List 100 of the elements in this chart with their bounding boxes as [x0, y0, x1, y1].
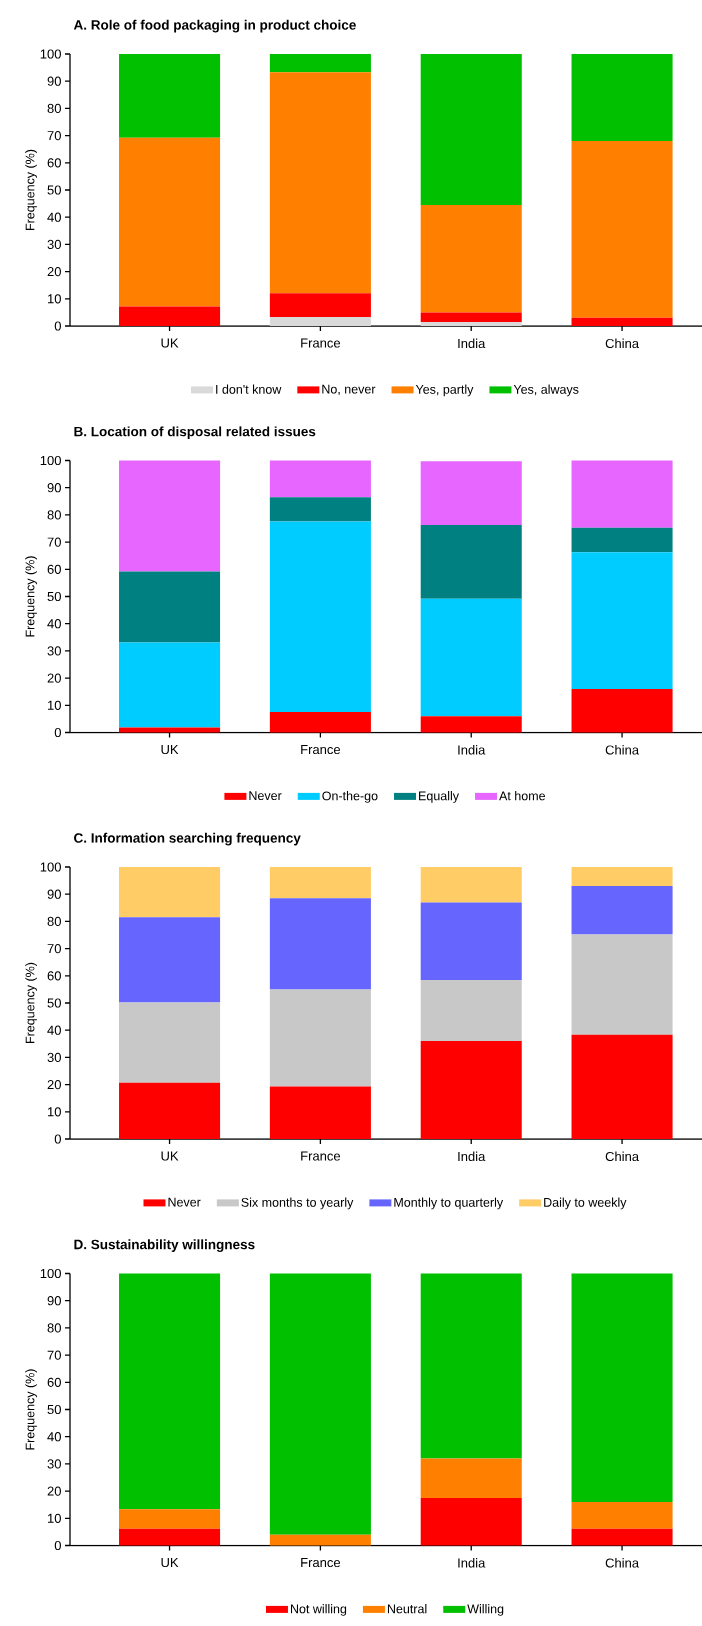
bar: [269, 72, 371, 294]
x-tick-label: China: [605, 1558, 640, 1568]
bar: [269, 898, 371, 990]
y-tick-label: 0: [54, 321, 61, 331]
bar: [571, 460, 673, 528]
bar: [119, 571, 221, 643]
x-tick-label: France: [301, 1151, 341, 1161]
legend-label: Neutral: [387, 1604, 427, 1614]
bar: [571, 527, 673, 553]
bar: [119, 54, 221, 138]
bar: [571, 1528, 673, 1546]
bar: [571, 867, 673, 887]
y-axis-title: Frequency (%): [25, 556, 37, 637]
bar: [420, 1458, 522, 1498]
bar: [571, 552, 673, 689]
x-tick-label: UK: [161, 338, 179, 348]
x-tick-label: China: [605, 1151, 640, 1162]
bar: [571, 934, 673, 1035]
bar: [119, 460, 221, 572]
y-tick-label: 90: [47, 889, 61, 899]
bar: [420, 54, 522, 205]
bar: [571, 886, 673, 935]
x-tick-label: UK: [161, 745, 179, 755]
y-axis-title: Frequency (%): [25, 149, 37, 230]
x-tick-label: UK: [161, 1558, 179, 1568]
bar: [269, 989, 371, 1087]
bar: [119, 642, 221, 728]
y-tick-label: 20: [47, 673, 61, 683]
bar: [420, 204, 522, 313]
y-axis-title: Frequency (%): [25, 1369, 37, 1450]
legend-label: No, never: [322, 384, 376, 396]
x-tick-label: France: [301, 745, 341, 755]
bar: [119, 727, 221, 733]
bar: [420, 312, 522, 322]
y-tick-label: 70: [47, 1350, 61, 1360]
x-tick-label: India: [458, 745, 486, 755]
y-tick-label: 10: [47, 1513, 61, 1523]
bar: [269, 317, 371, 327]
y-tick-label: 100: [40, 862, 61, 872]
bar: [571, 688, 673, 733]
x-tick-label: India: [458, 1151, 486, 1162]
x-tick-label: China: [605, 745, 640, 755]
y-tick-label: 20: [47, 1486, 61, 1496]
legend-label: Equally: [419, 791, 459, 803]
y-tick-label: 40: [47, 1432, 61, 1442]
y-tick-label: 60: [47, 971, 61, 981]
bar: [420, 321, 522, 327]
bar: [269, 54, 371, 73]
y-tick-label: 30: [47, 239, 61, 250]
legend-label: I don't know: [216, 384, 282, 394]
bar: [269, 1273, 371, 1535]
y-tick-label: 60: [47, 158, 61, 168]
y-tick-label: 50: [47, 1404, 61, 1415]
bar: [269, 1086, 371, 1140]
bar: [571, 54, 673, 142]
legend-label: Yes, always: [513, 384, 579, 397]
bar: [571, 141, 673, 318]
y-tick-label: 10: [47, 700, 61, 710]
bar: [420, 524, 522, 599]
bar: [119, 1273, 221, 1510]
bar: [571, 1502, 673, 1529]
legend-label: Yes, partly: [415, 384, 474, 397]
y-tick-label: 40: [47, 619, 61, 629]
chart-title: C. Information searching frequency: [74, 832, 301, 846]
bar: [119, 306, 221, 327]
y-tick-label: 80: [47, 103, 61, 114]
bar: [420, 902, 522, 980]
bar: [420, 1497, 522, 1546]
legend-label: Never: [168, 1197, 201, 1207]
y-tick-label: 80: [47, 510, 61, 520]
bar: [119, 1509, 221, 1529]
legend-label: At home: [499, 791, 546, 801]
bar: [420, 1273, 522, 1459]
legend-label: Willing: [467, 1604, 504, 1616]
legend-label: Not willing: [290, 1604, 347, 1616]
y-tick-label: 0: [54, 1134, 61, 1144]
y-axis-title: Frequency (%): [25, 962, 37, 1043]
bar: [571, 1273, 673, 1502]
bar: [119, 1528, 221, 1546]
y-tick-label: 10: [47, 1107, 61, 1117]
y-tick-label: 50: [47, 998, 61, 1008]
bar: [119, 137, 221, 307]
bar: [420, 979, 522, 1042]
y-tick-label: 30: [47, 1052, 61, 1063]
y-tick-label: 70: [47, 537, 61, 547]
x-tick-label: France: [301, 1558, 341, 1568]
y-tick-label: 90: [47, 76, 61, 86]
bar: [571, 317, 673, 327]
y-tick-label: 50: [47, 591, 61, 602]
y-tick-label: 30: [47, 1459, 61, 1469]
bar: [420, 1041, 522, 1140]
y-tick-label: 0: [54, 727, 61, 738]
y-tick-label: 20: [47, 267, 61, 277]
chart-title: D. Sustainability willingness: [74, 1239, 255, 1252]
y-tick-label: 20: [47, 1080, 61, 1090]
y-tick-label: 100: [40, 1268, 61, 1279]
y-tick-label: 50: [47, 185, 61, 195]
y-tick-label: 70: [47, 131, 61, 141]
bar: [269, 460, 371, 498]
bar: [420, 598, 522, 717]
